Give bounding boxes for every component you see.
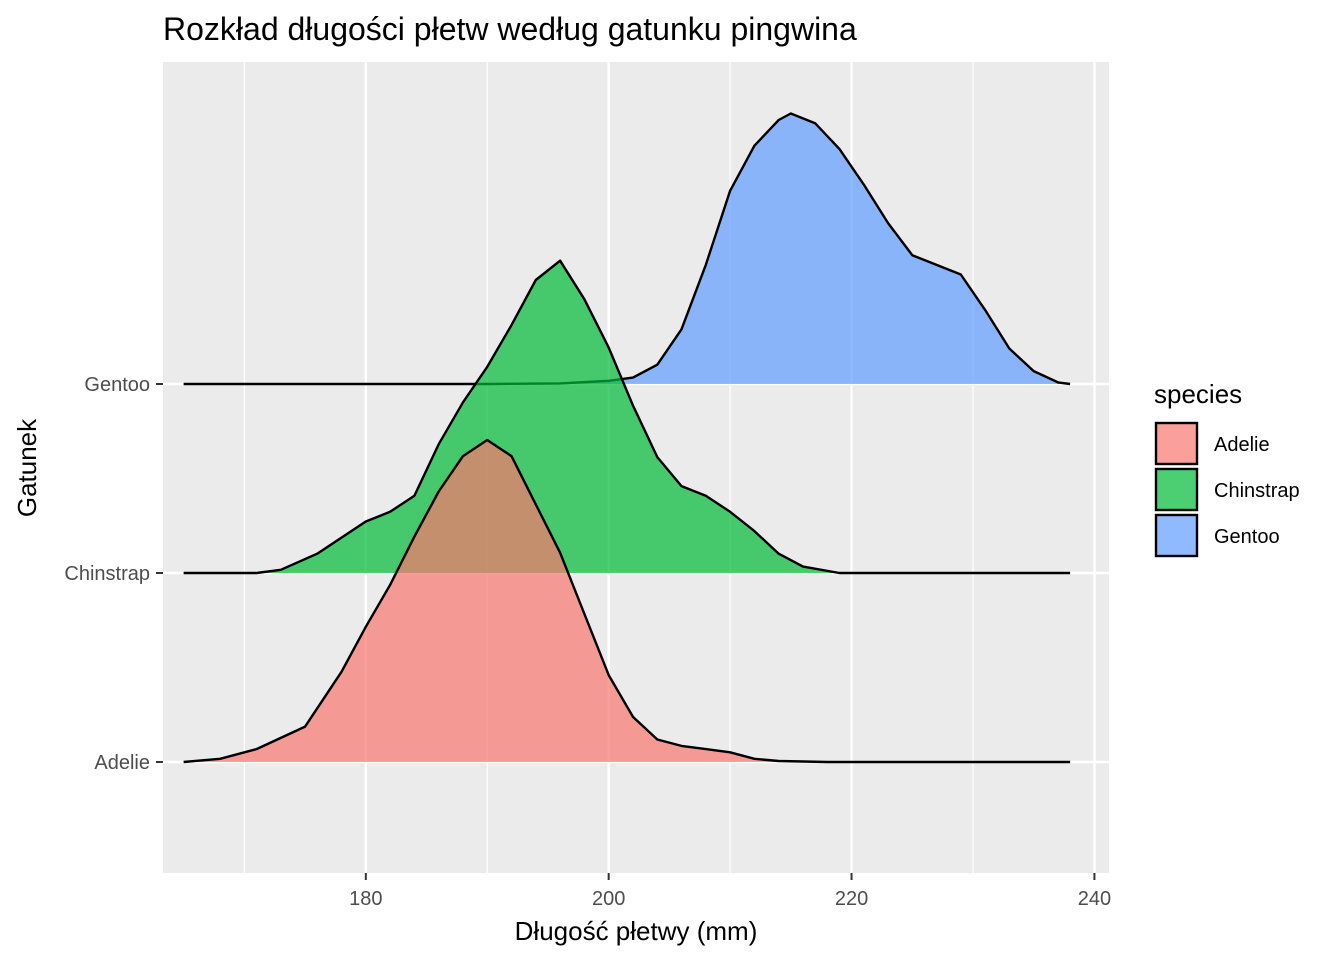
x-tick-label: 180 (349, 888, 382, 910)
x-axis-title: Długość płetwy (mm) (515, 916, 758, 946)
x-tick-label: 240 (1078, 888, 1111, 910)
density-area-gentoo (183, 113, 1071, 384)
y-tick-label-chinstrap: Chinstrap (64, 563, 150, 585)
legend-label-gentoo: Gentoo (1214, 526, 1280, 548)
series-layer (183, 112, 1071, 764)
density-area-adelie (183, 440, 1071, 762)
axis-layer: 180 200 220 240 Adelie Chinstrap Gentoo (64, 374, 1111, 910)
legend-key-chinstrap (1154, 467, 1199, 512)
density-line-adelie (183, 438, 1071, 764)
x-tick-label: 200 (592, 888, 625, 910)
y-tick-label-gentoo: Gentoo (84, 374, 150, 396)
legend-key-gentoo (1154, 513, 1199, 558)
legend-label-adelie: Adelie (1214, 434, 1270, 456)
legend: species Adelie Chinstrap Gentoo (1154, 379, 1300, 558)
legend-title: species (1154, 379, 1242, 409)
y-axis-title: Gatunek (12, 418, 42, 517)
legend-key-adelie (1154, 421, 1199, 466)
density-line-chinstrap (183, 259, 1071, 575)
y-tick-label-adelie: Adelie (94, 752, 150, 774)
legend-label-chinstrap: Chinstrap (1214, 480, 1300, 502)
density-area-chinstrap (183, 260, 1071, 573)
chart-title: Rozkład długości płetw według gatunku pi… (163, 11, 857, 47)
density-line-gentoo (183, 112, 1071, 386)
x-tick-label: 220 (835, 888, 868, 910)
